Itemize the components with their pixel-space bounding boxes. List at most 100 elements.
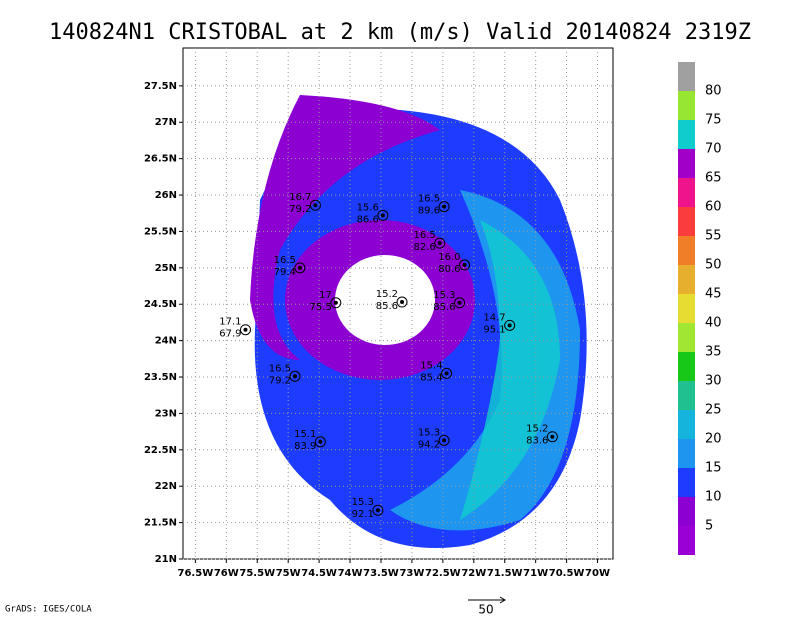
y-tick-label: 24.5N — [144, 299, 177, 310]
vector-scale-head — [499, 596, 506, 604]
plot-frame — [182, 47, 614, 560]
x-tick-label: 74W — [338, 568, 363, 579]
colorbar-box — [678, 468, 695, 497]
x-tick-label: 70W — [585, 568, 610, 579]
station-bottom: 75.5 — [310, 302, 332, 313]
x-tick-label: 76W — [214, 568, 239, 579]
y-tick-label: 21N — [155, 554, 177, 565]
station-bottom: 83.6 — [526, 436, 548, 447]
x-tick-label: 75W — [276, 568, 301, 579]
station-marker — [438, 201, 450, 213]
x-tick-label: 71W — [523, 568, 548, 579]
colorbar-box — [678, 120, 695, 149]
y-tick-label: 23.5N — [144, 372, 177, 383]
colorbar-box — [678, 207, 695, 236]
y-tick-label: 25N — [155, 263, 177, 274]
wind-field — [183, 48, 587, 559]
colorbar-label: 20 — [705, 432, 722, 447]
station-marker — [377, 209, 389, 221]
colorbar-label: 40 — [705, 316, 722, 331]
x-tick-label: 72.5W — [425, 568, 461, 579]
station-top: 15.3 — [352, 497, 374, 508]
station-core — [297, 265, 302, 270]
station-bottom: 85.6 — [376, 301, 398, 312]
vector-scale-label: 50 — [478, 603, 493, 617]
station-marker — [438, 434, 450, 446]
x-tick-label: 75.5W — [239, 568, 275, 579]
station-core — [462, 262, 467, 267]
station-marker — [504, 319, 516, 331]
station-core — [380, 213, 385, 218]
colorbar-box — [678, 62, 695, 91]
station-bottom: 89.6 — [418, 206, 440, 217]
station-top: 14.7 — [483, 312, 505, 323]
colorbar-label: 55 — [705, 229, 722, 244]
colorbar-box — [678, 91, 695, 120]
station-bottom: 85.6 — [433, 302, 455, 313]
colorbar-label: 5 — [705, 519, 713, 534]
colorbar-box — [678, 352, 695, 381]
colorbar-label: 70 — [705, 142, 722, 157]
station-bottom: 86.6 — [357, 214, 379, 225]
x-tick-label: 71.5W — [487, 568, 523, 579]
y-tick-label: 26N — [155, 190, 177, 201]
colorbar-label: 10 — [705, 490, 722, 505]
station-bottom: 67.9 — [219, 329, 241, 340]
colorbar-box — [678, 178, 695, 207]
station-top: 15.6 — [357, 202, 379, 213]
colorbar-box — [678, 236, 695, 265]
colorbar-label: 60 — [705, 200, 722, 215]
station-core — [442, 438, 447, 443]
station-core — [313, 203, 318, 208]
y-tick-label: 22N — [155, 481, 177, 492]
colorbar-label: 15 — [705, 461, 722, 476]
colorbar-box — [678, 381, 695, 410]
station-core — [400, 300, 405, 305]
station-top: 15.1 — [294, 429, 316, 440]
station-marker — [239, 324, 251, 336]
station-top: 16.0 — [438, 252, 460, 263]
station-marker — [441, 367, 453, 379]
y-tick-label: 27N — [155, 117, 177, 128]
station-top: 16.5 — [413, 230, 435, 241]
station-core — [375, 508, 380, 513]
station-bottom: 83.9 — [294, 441, 316, 452]
x-tick-label: 70.5W — [549, 568, 585, 579]
colorbar-box — [678, 497, 695, 526]
station-top: 17.1 — [219, 317, 241, 328]
station-core — [437, 241, 442, 246]
station-top: 16.7 — [289, 192, 311, 203]
station-core — [442, 204, 447, 209]
station-bottom: 80.6 — [438, 264, 460, 275]
station-core — [457, 300, 462, 305]
colorbar-box — [678, 439, 695, 468]
station-marker — [330, 297, 342, 309]
station-core — [333, 300, 338, 305]
x-tick-label: 74.5W — [301, 568, 337, 579]
station-top: 17 — [319, 290, 332, 301]
y-tick-label: 26.5N — [144, 154, 177, 165]
station-top: 15.3 — [418, 427, 440, 438]
colorbar-label: 50 — [705, 258, 722, 273]
colorbar-label: 80 — [705, 84, 722, 99]
colorbar-box — [678, 323, 695, 352]
station-top: 15.2 — [376, 289, 398, 300]
station-marker — [314, 436, 326, 448]
station-marker — [454, 297, 466, 309]
colorbar-box — [678, 410, 695, 439]
station-marker — [289, 370, 301, 382]
station-marker — [396, 296, 408, 308]
y-tick-label: 22.5N — [144, 445, 177, 456]
credit: GrADS: IGES/COLA — [5, 605, 92, 615]
colorbar-label: 75 — [705, 113, 722, 128]
station-bottom: 79.2 — [289, 204, 311, 215]
station-bottom: 95.1 — [483, 324, 505, 335]
y-tick-label: 23N — [155, 408, 177, 419]
y-tick-label: 21.5N — [144, 518, 177, 529]
x-tick-label: 76.5W — [178, 568, 214, 579]
station-marker — [309, 199, 321, 211]
station-top: 16.5 — [418, 194, 440, 205]
y-tick-label: 24N — [155, 336, 177, 347]
colorbar-box — [678, 265, 695, 294]
